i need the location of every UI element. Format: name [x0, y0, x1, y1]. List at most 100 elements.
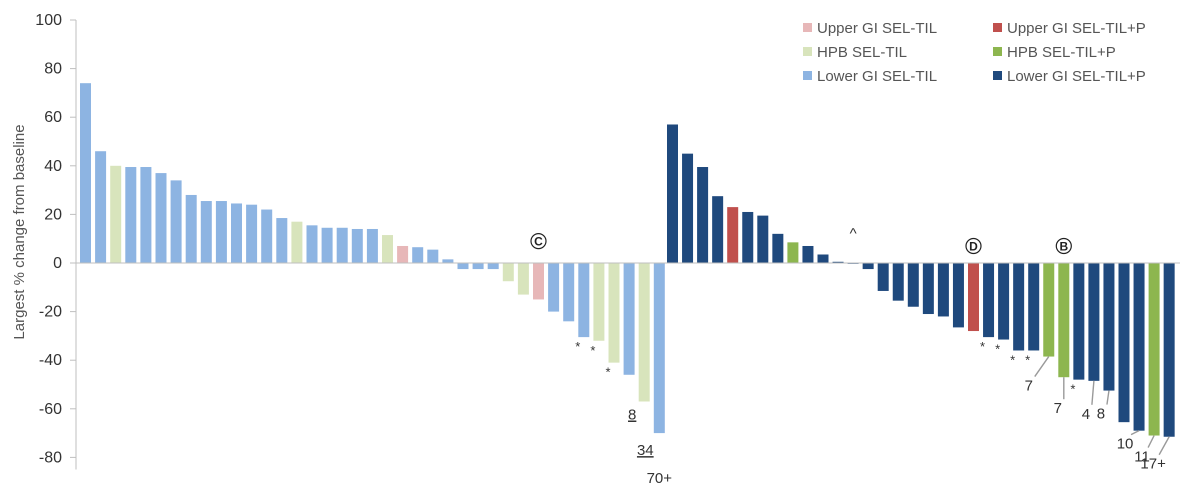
bar-label: 11 [1134, 449, 1150, 466]
bar-label: 34 [637, 442, 654, 459]
bar-group_a-13 [261, 209, 273, 263]
bar-group_a-30 [517, 263, 529, 295]
circled-marker-b [1055, 237, 1072, 255]
bar-label: 7 [1054, 400, 1062, 417]
y-tick-label: -80 [39, 449, 62, 466]
caret-marker: ^ [850, 226, 857, 243]
bar-group_b-28 [1073, 263, 1085, 380]
bar-group_a-12 [246, 204, 258, 263]
bar-group_a-11 [231, 203, 242, 263]
bar-group_a-33 [563, 263, 575, 322]
bar-group_a-9 [200, 201, 212, 263]
bar-group_b-26 [1043, 263, 1055, 357]
bar-group_b-25 [1028, 263, 1040, 351]
bar-group_b-2 [682, 153, 694, 263]
y-axis: 100 80 60 40 20 0 -20 -40 -60 -80 [35, 12, 77, 470]
y-tick-label: -20 [39, 304, 62, 321]
asterisk-marker: * [1025, 352, 1030, 367]
leader-line [1147, 435, 1155, 448]
bar-group_b-10 [802, 245, 814, 263]
bar-group_b-11 [817, 254, 829, 263]
bar-group_a-32 [548, 263, 560, 312]
leader-line [1106, 390, 1110, 405]
bar-group_b-20 [952, 263, 964, 328]
bar-group_b-22 [983, 263, 995, 338]
leader-line [1034, 356, 1050, 377]
bar-group_b-21 [968, 263, 979, 332]
bar-group_b-18 [922, 263, 934, 315]
legend-label-upper_selp: Upper GI SEL-TIL+P [1007, 20, 1146, 37]
bar-group_b-3 [697, 167, 709, 263]
bar-group_b-12 [832, 261, 844, 263]
bar-group_a-37 [623, 263, 635, 375]
bar-group_b-23 [998, 263, 1010, 340]
bar-group_a-14 [276, 218, 288, 263]
bar-group_a-27 [472, 263, 484, 270]
bar-group_a-38 [638, 263, 650, 402]
leader-line [1130, 430, 1140, 436]
bar-group_a-19 [351, 228, 363, 263]
bar-group_a-15 [291, 221, 303, 263]
y-tick-label: -40 [39, 352, 62, 369]
bar-label: 70+ [647, 470, 673, 483]
bar-group_a-10 [215, 201, 227, 263]
circled-marker-label: C [534, 234, 543, 248]
legend-label-lower_sel: Lower GI SEL-TIL [817, 68, 937, 85]
bar-group_a-22 [397, 245, 409, 263]
bar-group_a-20 [366, 228, 378, 263]
bar-group_a-25 [442, 259, 454, 263]
bar-group_b-4 [712, 196, 724, 263]
bar-group_a-8 [185, 194, 197, 263]
bar-group_b-16 [892, 263, 904, 301]
bar-group_a-23 [412, 247, 424, 263]
bar-group_b-9 [787, 242, 799, 263]
legend-label-hpb_selp: HPB SEL-TIL+P [1007, 44, 1116, 61]
asterisk-marker: * [590, 343, 595, 358]
bar-label: 17+ [1140, 456, 1166, 473]
bar-group_b-31 [1118, 263, 1130, 423]
legend-label-hpb_sel: HPB SEL-TIL [817, 44, 907, 61]
bar-group_a-3 [110, 165, 122, 263]
bar-group_b-27 [1058, 263, 1070, 378]
legend-label-lower_selp: Lower GI SEL-TIL+P [1007, 68, 1146, 85]
bar-group_a-36 [608, 263, 620, 363]
bar-group_b-14 [862, 263, 874, 270]
circled-marker-label: D [969, 239, 978, 253]
bar-group_a-7 [170, 180, 182, 263]
bar-group_a-17 [321, 227, 333, 263]
bar-group_b-6 [742, 211, 754, 263]
bar-group_a-5 [140, 167, 152, 263]
bar-group_a-29 [502, 263, 514, 282]
bar-group_b-30 [1103, 263, 1115, 391]
bar-label: 8 [628, 407, 636, 424]
leader-line [1091, 380, 1095, 405]
bar-group_a-31 [533, 263, 544, 300]
bar-label: 8 [1097, 406, 1105, 423]
bar-group_b-32 [1133, 263, 1145, 431]
bar-group_b-29 [1088, 263, 1100, 381]
bar-group_b-33 [1148, 263, 1160, 436]
bar-group_a-35 [593, 263, 605, 341]
bar-group_b-19 [937, 263, 949, 317]
y-tick-label: 60 [44, 109, 62, 126]
asterisk-marker: * [995, 342, 1000, 357]
y-tick-label: 0 [53, 255, 62, 272]
circled-marker-label: B [1059, 239, 1068, 253]
legend-swatch-hpb_sel [803, 47, 812, 56]
bar-group_b-7 [757, 215, 769, 263]
bar-group_a-21 [382, 235, 393, 263]
bars [80, 83, 1175, 437]
leader-line [1158, 436, 1170, 456]
legend-label-upper_sel: Upper GI SEL-TIL [817, 20, 937, 37]
legend: Upper GI SEL-TIL Upper GI SEL-TIL+P HPB SE… [803, 20, 1146, 85]
bar-label: 4 [1082, 406, 1090, 423]
bar-group_b-1 [667, 124, 678, 264]
bar-group_a-4 [125, 167, 137, 263]
bar-group_a-39 [653, 263, 665, 434]
asterisk-marker: * [605, 365, 610, 380]
asterisk-marker: * [980, 339, 985, 354]
bar-group_b-34 [1163, 263, 1175, 437]
bar-group_a-24 [427, 249, 439, 263]
bar-group_b-17 [907, 263, 919, 307]
